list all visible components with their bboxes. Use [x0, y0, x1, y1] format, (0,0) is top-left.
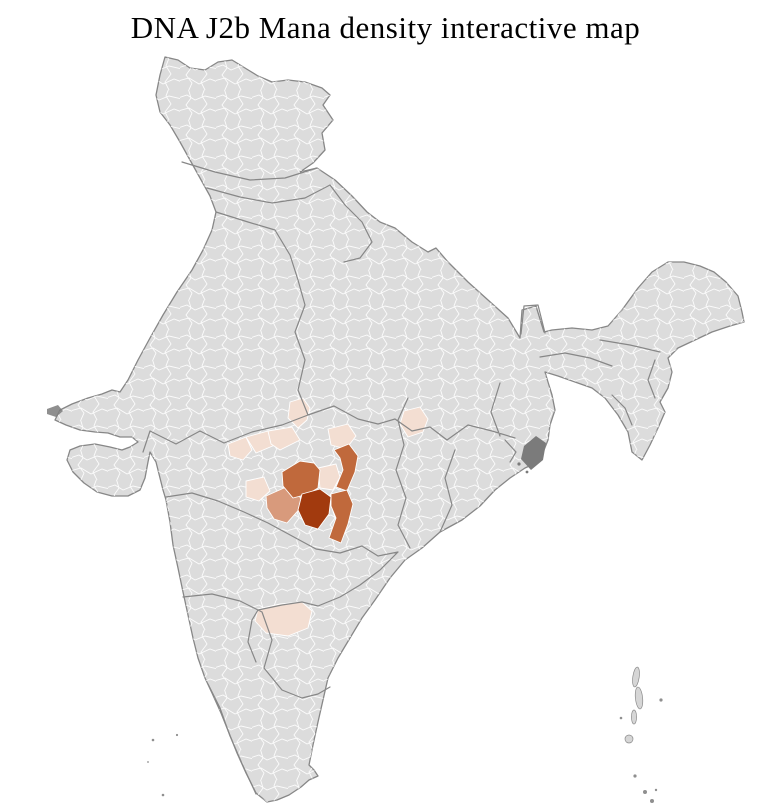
state-borders: [142, 161, 661, 795]
district-region-medium[interactable]: [328, 489, 354, 544]
district-region-very-low[interactable]: [227, 436, 253, 461]
district-region-high[interactable]: [297, 488, 332, 530]
andaman-nicobar-islands[interactable]: [619, 666, 663, 803]
sundarbans-dark-region: [517, 436, 546, 474]
kutch-dark-region: [47, 405, 63, 417]
district-region-medium[interactable]: [281, 460, 321, 499]
district-region-very-low[interactable]: [317, 463, 341, 491]
district-boundaries-texture: [55, 57, 744, 802]
page-title: DNA J2b Mana density interactive map: [130, 10, 641, 45]
district-region-very-low[interactable]: [254, 601, 313, 637]
district-region-very-low[interactable]: [327, 423, 357, 450]
district-region-very-low[interactable]: [267, 426, 301, 451]
district-region-very-low[interactable]: [245, 476, 271, 502]
lakshadweep-islands[interactable]: [147, 733, 179, 797]
density-districts[interactable]: [227, 397, 429, 637]
